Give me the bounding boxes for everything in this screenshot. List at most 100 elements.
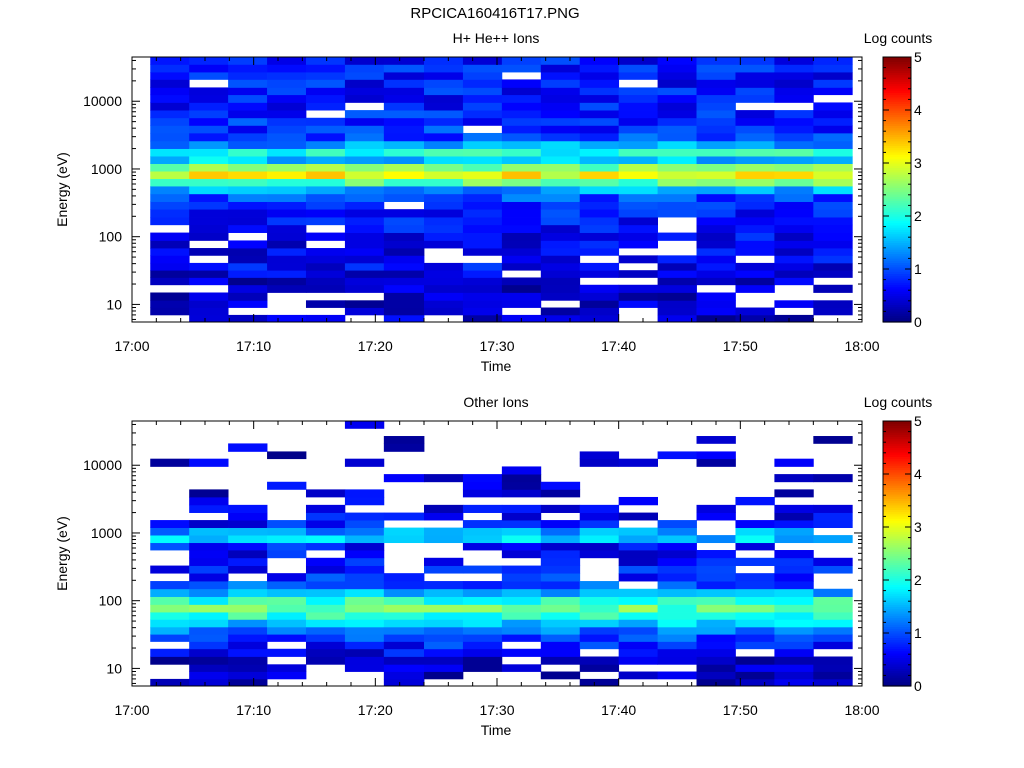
heatmap-cell xyxy=(305,619,346,628)
heatmap-cell xyxy=(540,588,581,597)
colorbar-swatch xyxy=(883,209,911,213)
colorbar-tick-label: 0 xyxy=(914,678,922,694)
colorbar-swatch xyxy=(883,421,911,424)
heatmap-cell xyxy=(305,277,346,286)
heatmap-cell xyxy=(579,262,620,271)
colorbar-swatch xyxy=(883,573,911,577)
colorbar-swatch xyxy=(883,72,911,76)
heatmap-cell xyxy=(462,656,503,665)
heatmap-cell xyxy=(267,248,307,256)
heatmap-cell xyxy=(228,248,268,256)
heatmap-cell xyxy=(501,87,542,96)
heatmap-cell xyxy=(540,248,581,256)
heatmap-cell xyxy=(383,307,425,316)
heatmap-cell xyxy=(813,178,853,187)
colorbar-swatch xyxy=(883,677,911,680)
heatmap-cell xyxy=(657,132,697,142)
heatmap-cell xyxy=(813,57,853,65)
colorbar-swatch xyxy=(883,319,911,323)
heatmap-cell xyxy=(657,186,697,195)
heatmap-cell xyxy=(657,565,697,574)
colorbar-swatch xyxy=(883,427,911,431)
colorbar-swatch xyxy=(883,480,911,484)
heatmap-cell xyxy=(735,573,775,582)
heatmap-cell xyxy=(305,270,346,278)
heatmap-cell xyxy=(735,201,775,210)
heatmap-cell xyxy=(189,656,229,665)
colorbar-swatch xyxy=(883,633,911,636)
heatmap-cell xyxy=(657,140,697,149)
heatmap-cell xyxy=(501,573,542,582)
colorbar-tick-label: 3 xyxy=(914,155,922,171)
heatmap-cell xyxy=(579,284,620,293)
heatmap-cell xyxy=(150,542,190,551)
heatmap-cell xyxy=(424,209,464,218)
heatmap-cell xyxy=(696,102,736,111)
heatmap-cell xyxy=(344,232,385,241)
heatmap-cell xyxy=(540,314,581,323)
heatmap-cell xyxy=(618,557,658,566)
heatmap-cell xyxy=(383,678,425,687)
heatmap-cell xyxy=(344,140,385,149)
heatmap-cell xyxy=(813,664,853,672)
heatmap-cell xyxy=(579,512,620,521)
colorbar-swatch xyxy=(883,549,911,552)
heatmap-cell xyxy=(813,171,853,180)
heatmap-cell xyxy=(618,604,658,613)
heatmap-cell xyxy=(657,125,697,134)
heatmap-cell xyxy=(189,314,229,323)
colorbar-swatch xyxy=(883,628,911,632)
heatmap-cell xyxy=(150,270,190,278)
heatmap-cell xyxy=(540,117,581,126)
heatmap-cell xyxy=(774,565,814,574)
panel-title: Other Ions xyxy=(463,394,528,410)
heatmap-cell xyxy=(774,132,814,142)
colorbar-swatch xyxy=(883,180,911,184)
heatmap-cell xyxy=(579,117,620,126)
heatmap-cell xyxy=(424,94,464,103)
heatmap-cell xyxy=(696,307,736,316)
colorbar-swatch xyxy=(883,610,911,614)
colorbar-swatch xyxy=(883,308,911,312)
heatmap-cell xyxy=(696,458,736,467)
heatmap-cell xyxy=(579,209,620,218)
colorbar-swatch xyxy=(883,200,911,204)
heatmap-cell xyxy=(735,125,775,134)
colorbar-swatch xyxy=(883,571,911,574)
colorbar-swatch xyxy=(883,568,911,572)
heatmap-cell xyxy=(383,248,425,256)
colorbar-swatch xyxy=(883,249,911,252)
heatmap-cell xyxy=(540,217,581,226)
heatmap-cell xyxy=(696,193,736,202)
heatmap-cell xyxy=(267,581,307,590)
heatmap-cell xyxy=(344,79,385,88)
heatmap-cell xyxy=(501,117,542,126)
heatmap-cell xyxy=(344,186,385,195)
heatmap-cell xyxy=(618,232,658,241)
heatmap-cell xyxy=(540,277,581,286)
heatmap-cell xyxy=(579,535,620,544)
colorbar-swatch xyxy=(883,293,911,297)
heatmap-cell xyxy=(540,79,581,88)
heatmap-cell xyxy=(305,209,346,218)
heatmap-cell xyxy=(150,201,190,210)
heatmap-cell xyxy=(579,612,620,620)
x-tick-label: 17:50 xyxy=(723,702,758,718)
heatmap-cell xyxy=(774,581,814,590)
colorbar-swatch xyxy=(883,189,911,193)
heatmap-cell xyxy=(501,634,542,642)
heatmap-cell xyxy=(228,565,268,574)
heatmap-cell xyxy=(424,79,464,88)
heatmap-cell xyxy=(813,72,853,80)
colorbar-swatch xyxy=(883,443,911,446)
colorbar-swatch xyxy=(883,94,911,98)
colorbar-swatch xyxy=(883,107,911,111)
heatmap-cell xyxy=(424,171,464,180)
heatmap-cell xyxy=(189,626,229,635)
heatmap-cell xyxy=(228,604,268,613)
heatmap-cell xyxy=(267,596,307,605)
heatmap-cell xyxy=(774,248,814,256)
heatmap-cell xyxy=(228,671,268,680)
colorbar-swatch xyxy=(883,68,911,71)
colorbar-swatch xyxy=(883,637,911,641)
